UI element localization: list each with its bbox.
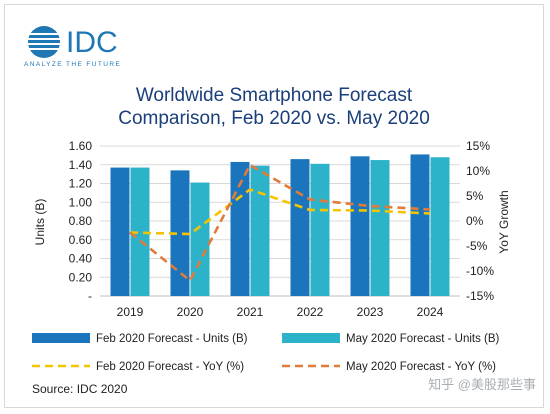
x-tick-label: 2023 (357, 305, 384, 319)
bar-feb-2022 (290, 159, 310, 296)
bar-feb-2024 (410, 154, 430, 296)
bars (110, 154, 450, 296)
x-tick-label: 2022 (297, 305, 324, 319)
legend-label-feb-units: Feb 2020 Forecast - Units (B) (96, 333, 248, 345)
y-tick-label: 1.00 (69, 195, 93, 209)
legend-label-feb-yoy: Feb 2020 Forecast - YoY (%) (96, 361, 244, 373)
legend: Feb 2020 Forecast - Units (B) May 2020 F… (32, 333, 500, 373)
y2-axis-label: YoY Growth (497, 190, 511, 253)
line-may-yoy (129, 163, 431, 282)
y-axis-label: Units (B) (33, 199, 47, 246)
y-axis-ticks: 1.60 1.40 1.20 1.00 0.80 0.60 0.40 0.20 - (69, 139, 93, 303)
x-axis-ticks: 2019 2020 2021 2022 2023 2024 (117, 305, 444, 319)
legend-swatch-may-units (282, 333, 340, 343)
grid-lines (100, 145, 460, 297)
chart-title-line-1: Worldwide Smartphone Forecast (136, 85, 413, 106)
legend-swatch-feb-units (32, 333, 90, 343)
y-tick-label: - (88, 289, 92, 303)
y2-tick-label: 0% (466, 214, 484, 228)
x-tick-label: 2024 (417, 305, 444, 319)
globe-icon (26, 26, 62, 58)
y2-axis-ticks: 15% 10% 5% 0% -5% -10% -15% (466, 139, 494, 303)
y-tick-label: 1.60 (69, 139, 93, 153)
lines (129, 163, 431, 282)
bar-may-2019 (130, 167, 150, 296)
bar-may-2024 (430, 157, 450, 296)
x-tick-label: 2019 (117, 305, 144, 319)
bar-may-2020 (190, 182, 210, 296)
y-tick-label: 1.20 (69, 177, 93, 191)
watermark: 知乎 @美股那些事 (428, 377, 536, 392)
bar-may-2023 (370, 160, 390, 296)
x-tick-label: 2021 (237, 305, 264, 319)
y2-tick-label: 15% (466, 139, 490, 153)
bar-may-2022 (310, 163, 330, 296)
chart-frame (4, 4, 544, 408)
legend-label-may-yoy: May 2020 Forecast - YoY (%) (346, 361, 496, 373)
chart-title-line-2: Comparison, Feb 2020 vs. May 2020 (118, 108, 430, 129)
x-tick-label: 2020 (177, 305, 204, 319)
y-tick-label: 0.60 (69, 233, 93, 247)
y2-tick-label: 5% (466, 189, 484, 203)
y2-tick-label: -15% (466, 289, 494, 303)
bar-feb-2020 (170, 170, 190, 296)
y2-tick-label: -10% (466, 264, 494, 278)
source-note: Source: IDC 2020 (32, 382, 128, 396)
y-tick-label: 0.20 (69, 270, 93, 284)
brand-tagline: ANALYZE THE FUTURE (24, 61, 121, 68)
bar-may-2021 (250, 165, 270, 296)
y-tick-label: 0.40 (69, 252, 93, 266)
idc-logo: IDC ANALYZE THE FUTURE (24, 26, 121, 68)
y2-tick-label: 10% (466, 164, 490, 178)
bar-feb-2019 (110, 167, 130, 296)
y-tick-label: 0.80 (69, 214, 93, 228)
brand-name: IDC (66, 26, 118, 59)
legend-label-may-units: May 2020 Forecast - Units (B) (346, 333, 500, 345)
bar-feb-2023 (350, 156, 370, 296)
y-tick-label: 1.40 (69, 158, 93, 172)
y2-tick-label: -5% (466, 239, 488, 253)
